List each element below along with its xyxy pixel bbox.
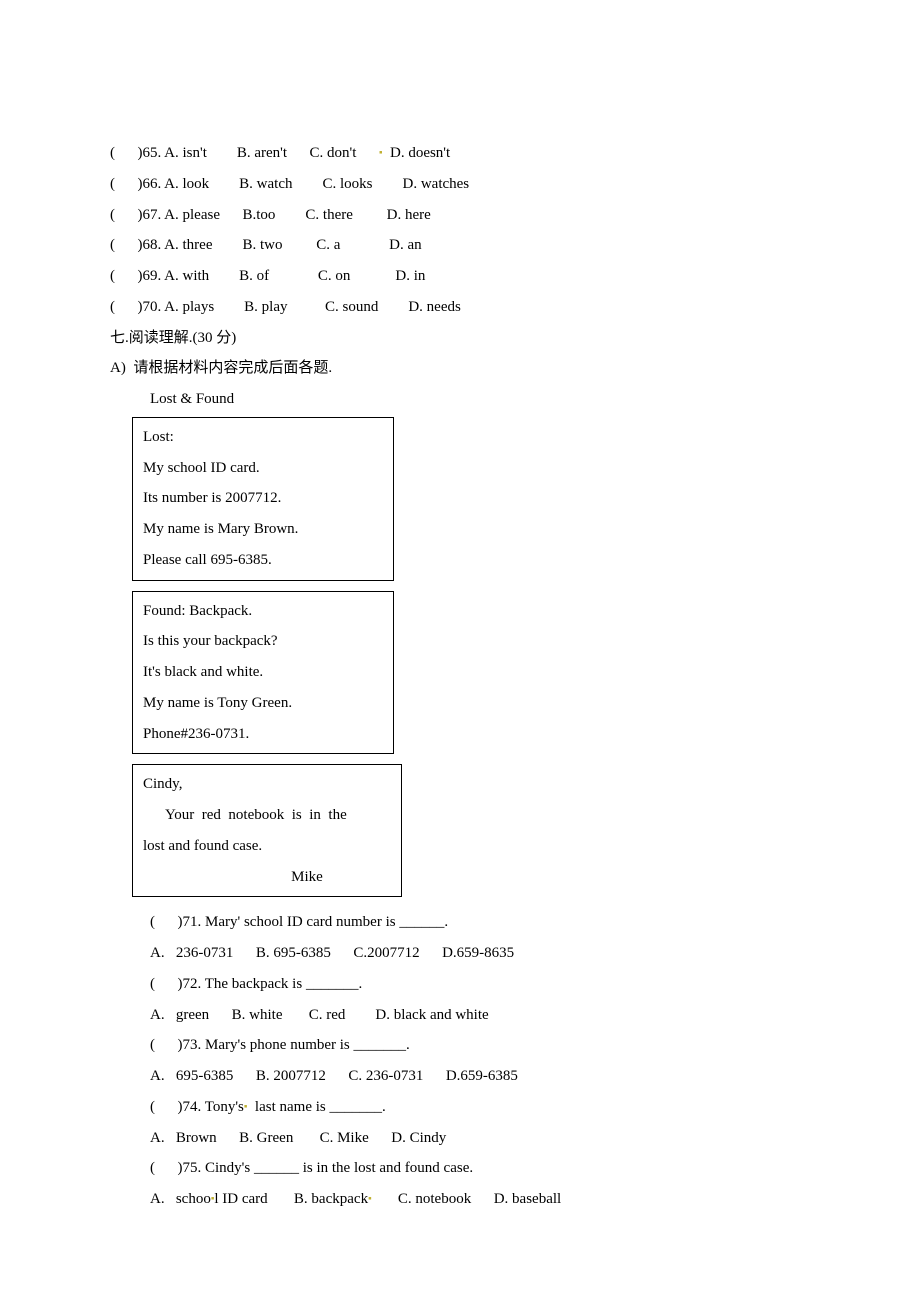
page: ( )65. A. isn't B. aren't C. don't ▪ D. … xyxy=(0,0,920,1315)
q74: ( )74. Tony's▪ last name is _______. xyxy=(110,1092,810,1123)
q72-stem: The backpack is _______. xyxy=(205,976,362,992)
q71: ( )71. Mary' school ID card number is __… xyxy=(110,907,810,938)
box1-l5: Please call 695-6385. xyxy=(143,545,383,576)
mc-65-text: ( )65. A. isn't B. aren't C. don't ▪ D. … xyxy=(110,145,450,161)
mc-69: ( )69. A. with B. of C. on D. in xyxy=(110,261,810,292)
box1-l2: My school ID card. xyxy=(143,453,383,484)
mc-66-text: ( )66. A. look B. watch C. looks D. watc… xyxy=(110,176,469,192)
box1-l4: My name is Mary Brown. xyxy=(143,514,383,545)
q72: ( )72. The backpack is _______. xyxy=(110,969,810,1000)
box1-l1: Lost: xyxy=(143,422,383,453)
q73-opts: A. 695-6385 B. 2007712 C. 236-0731 D.659… xyxy=(110,1061,810,1092)
q75-stem: Cindy's ______ is in the lost and found … xyxy=(205,1160,473,1176)
mc-68: ( )68. A. three B. two C. a D. an xyxy=(110,230,810,261)
q74-opts: A. Brown B. Green C. Mike D. Cindy xyxy=(110,1123,810,1154)
q75: ( )75. Cindy's ______ is in the lost and… xyxy=(110,1153,810,1184)
section-a-title: A) 请根据材料内容完成后面各题. xyxy=(110,353,810,384)
mc-67: ( )67. A. please B.too C. there D. here xyxy=(110,200,810,231)
box3-l1: Cindy, xyxy=(143,769,391,800)
q73: ( )73. Mary's phone number is _______. xyxy=(110,1030,810,1061)
section-7-title: 七.阅读理解.(30 分) xyxy=(110,323,810,354)
mc-69-text: ( )69. A. with B. of C. on D. in xyxy=(110,268,425,284)
q75-opts: A. schoo▪l ID card B. backpack▪ C. noteb… xyxy=(110,1184,810,1215)
q71-stem: Mary' school ID card number is ______. xyxy=(205,914,448,930)
lost-found-title: Lost & Found xyxy=(110,384,810,415)
notice-box-found: Found: Backpack. Is this your backpack? … xyxy=(132,591,394,755)
q71-opts: A. 236-0731 B. 695-6385 C.2007712 D.659-… xyxy=(110,938,810,969)
mc-67-text: ( )67. A. please B.too C. there D. here xyxy=(110,207,431,223)
mc-65: ( )65. A. isn't B. aren't C. don't ▪ D. … xyxy=(110,138,810,169)
box2-l4: My name is Tony Green. xyxy=(143,688,383,719)
box3-l2: Your red notebook is in the xyxy=(143,800,391,831)
q73-stem: Mary's phone number is _______. xyxy=(205,1037,410,1053)
box3-l3: lost and found case. xyxy=(143,831,391,862)
box3-sig: Mike xyxy=(143,862,391,893)
box2-l1: Found: Backpack. xyxy=(143,596,383,627)
mc-68-text: ( )68. A. three B. two C. a D. an xyxy=(110,237,422,253)
mc-66: ( )66. A. look B. watch C. looks D. watc… xyxy=(110,169,810,200)
box2-l5: Phone#236-0731. xyxy=(143,719,383,750)
box2-l3: It's black and white. xyxy=(143,657,383,688)
box2-l2: Is this your backpack? xyxy=(143,626,383,657)
notice-box-lost: Lost: My school ID card. Its number is 2… xyxy=(132,417,394,581)
box1-l3: Its number is 2007712. xyxy=(143,483,383,514)
q72-opts: A. green B. white C. red D. black and wh… xyxy=(110,1000,810,1031)
mc-70-text: ( )70. A. plays B. play C. sound D. need… xyxy=(110,299,461,315)
mc-70: ( )70. A. plays B. play C. sound D. need… xyxy=(110,292,810,323)
notice-box-cindy: Cindy, Your red notebook is in the lost … xyxy=(132,764,402,897)
